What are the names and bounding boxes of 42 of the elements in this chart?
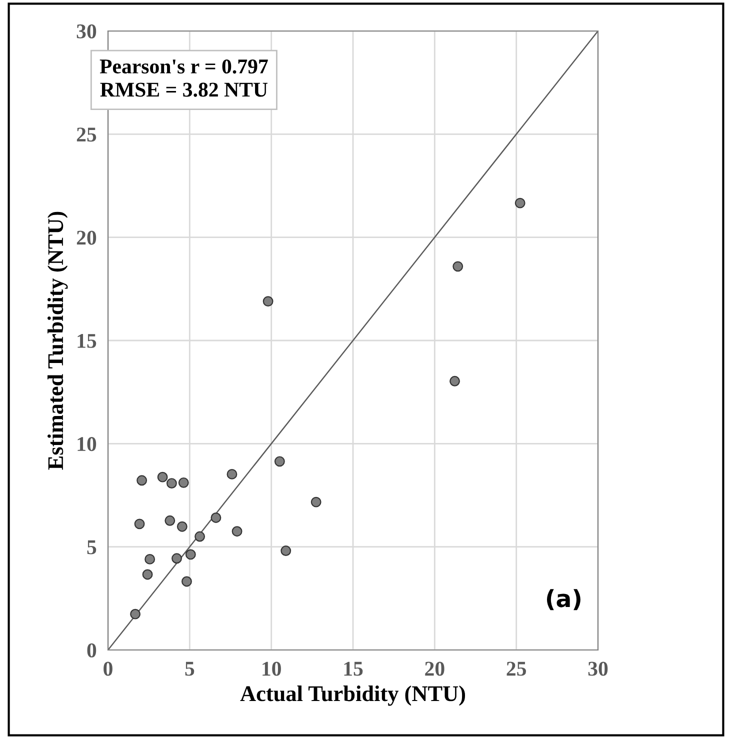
x-tick-label: 0 bbox=[104, 662, 112, 676]
point bbox=[514, 198, 526, 208]
point bbox=[142, 569, 153, 580]
point bbox=[182, 576, 192, 587]
point bbox=[452, 261, 464, 272]
y-tick-label: 5 bbox=[87, 540, 96, 554]
point bbox=[226, 468, 238, 480]
x-tick-label: 15 bbox=[344, 662, 363, 676]
x-axis-title: Actual Turbidity (NTU) bbox=[240, 686, 466, 706]
point bbox=[232, 526, 242, 537]
point bbox=[310, 496, 322, 508]
y-tick-label: 20 bbox=[76, 230, 96, 245]
y-tick-label: 25 bbox=[76, 128, 96, 142]
point bbox=[134, 518, 145, 530]
x-tick-label: 30 bbox=[588, 662, 608, 676]
point bbox=[130, 608, 140, 620]
point bbox=[136, 475, 148, 486]
x-tick-label: 10 bbox=[262, 662, 281, 676]
y-tick-label: 30 bbox=[76, 24, 96, 38]
y-tick-label: 15 bbox=[78, 334, 96, 348]
point bbox=[280, 546, 292, 556]
point bbox=[450, 376, 460, 386]
annotation: Pearson's r = 0.797 RMSE = 3.82 NTU bbox=[100, 59, 268, 97]
y-axis-title: Estimated Turbidity (NTU) bbox=[48, 212, 68, 470]
x-tick-label: 25 bbox=[506, 662, 526, 676]
x-tick-label: 20 bbox=[425, 662, 444, 676]
point bbox=[194, 531, 206, 542]
point bbox=[164, 515, 176, 526]
point bbox=[262, 296, 274, 307]
point bbox=[176, 521, 188, 532]
y-tick-label: 0 bbox=[87, 643, 96, 658]
point bbox=[210, 512, 222, 523]
y-tick-label: 10 bbox=[78, 437, 96, 452]
annotation: (a) bbox=[546, 589, 580, 610]
point bbox=[274, 456, 285, 467]
point bbox=[157, 472, 168, 482]
point bbox=[185, 549, 196, 560]
point bbox=[172, 553, 182, 564]
x-tick-label: 5 bbox=[185, 662, 194, 676]
point bbox=[178, 477, 189, 488]
point bbox=[166, 478, 177, 488]
point bbox=[144, 554, 156, 564]
